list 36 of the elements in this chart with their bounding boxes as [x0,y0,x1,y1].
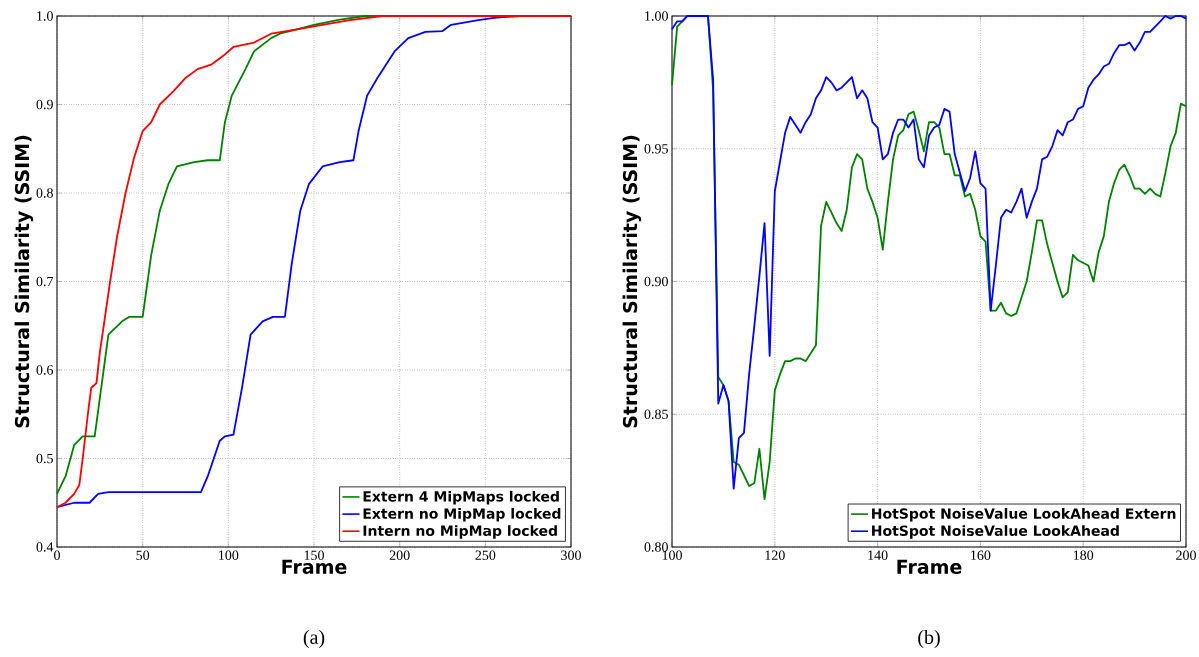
y-axis-title: Structural Similarity (SSIM) [622,135,642,428]
x-tick-label: 250 [475,550,496,560]
text: (a) [303,629,325,649]
x-axis-title: Frame [282,559,347,574]
y-tick-label: 0.4 [36,542,54,552]
x-tick-label: 300 [561,550,581,560]
x-tick-label: 200 [1176,550,1196,560]
legend-label: Intern no MipMap locked [363,525,557,539]
y-tick-label: 1.00 [645,11,668,21]
x-tick-label: 150 [304,550,324,560]
legend-label: HotSpot NoiseValue LookAhead [872,525,1119,539]
x-tick-label: 180 [1073,550,1094,560]
y-tick-label: 1.0 [37,11,53,21]
legend-label: HotSpot NoiseValue LookAhead Extern [872,508,1176,522]
y-tick-label: 0.85 [644,409,668,420]
x-tick-label: 0 [54,550,60,560]
x-tick-label: 200 [389,550,410,560]
x-tick-label: 120 [765,550,785,560]
x-tick-label: 50 [136,550,150,560]
text: (b) [918,629,940,649]
x-tick-label: 140 [868,550,888,560]
y-tick-label: 0.8 [36,188,53,198]
y-tick-label: 0.6 [36,365,54,375]
y-tick-label: 0.90 [644,276,668,287]
x-tick-label: 160 [971,550,991,560]
x-tick-label: 100 [219,550,239,560]
y-tick-label: 0.9 [36,99,53,110]
y-tick-label: 0.5 [36,453,53,464]
y-tick-label: 0.80 [644,542,668,552]
y-axis-title: Structural Similarity (SSIM) [14,135,34,428]
y-tick-label: 0.7 [36,276,54,287]
x-tick-label: 100 [662,550,682,560]
legend-label: Extern 4 MipMaps locked [363,490,559,505]
legend-label: Extern no MipMap locked [363,508,561,522]
x-axis-title: Frame [897,559,962,574]
y-tick-label: 0.95 [644,143,668,154]
